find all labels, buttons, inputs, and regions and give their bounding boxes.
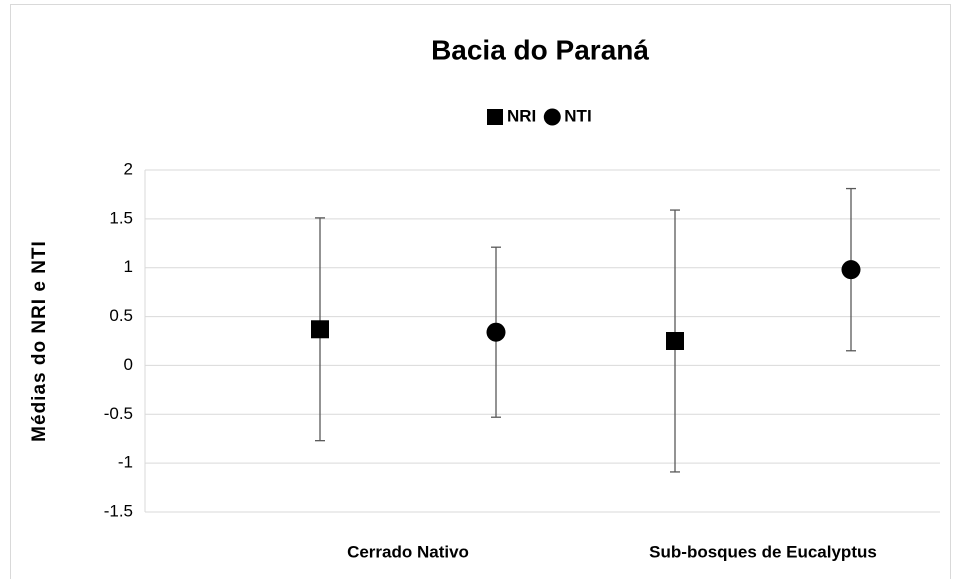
- y-tick-label: 1.5: [109, 208, 133, 227]
- y-tick-label: 0.5: [109, 306, 133, 325]
- y-tick-label: -1: [118, 453, 133, 472]
- y-tick-label: 1: [124, 257, 133, 276]
- y-tick-label: -0.5: [104, 404, 133, 423]
- y-tick-label: 2: [124, 159, 133, 178]
- legend-swatch: [543, 108, 561, 126]
- chart-title: Bacia do Paraná: [431, 34, 649, 65]
- marker-circle: [486, 322, 506, 342]
- marker-square: [666, 332, 684, 350]
- legend-label: NRI: [507, 106, 536, 125]
- chart-border: [10, 4, 951, 579]
- y-axis-label: Médias do NRI e NTI: [29, 240, 50, 442]
- y-tick-label: 0: [124, 355, 133, 374]
- marker-square: [311, 320, 329, 339]
- legend-swatch: [487, 109, 503, 125]
- legend-label: NTI: [564, 106, 591, 125]
- x-tick-label: Sub-bosques de Eucalyptus: [649, 542, 877, 561]
- marker-circle: [841, 260, 861, 280]
- y-tick-label: -1.5: [104, 501, 133, 520]
- x-tick-label: Cerrado Nativo: [347, 542, 469, 561]
